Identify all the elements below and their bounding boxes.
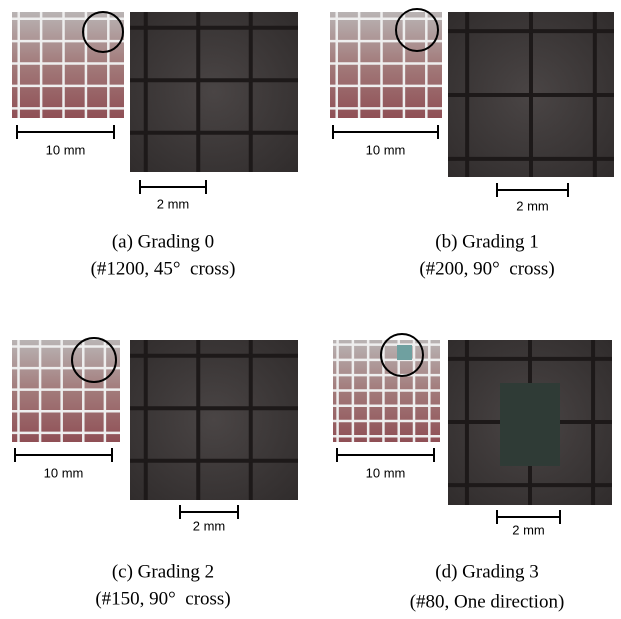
scale-label: 2 mm	[516, 198, 549, 213]
zoom-photo-bg	[130, 340, 298, 500]
scale-label: 2 mm	[193, 518, 226, 533]
zoom-photo-bg	[130, 12, 298, 172]
subcaption: (#80, One direction)	[410, 591, 565, 612]
subcaption: (#200, 90° cross)	[419, 258, 554, 279]
zoom-photo	[448, 12, 614, 177]
zoom-photo	[130, 340, 298, 500]
scale-label: 2 mm	[512, 522, 545, 537]
small-photo	[12, 12, 124, 118]
subcaption: (#1200, 45° cross)	[91, 258, 236, 279]
subcaption: (#150, 90° cross)	[95, 588, 230, 609]
small-photo	[12, 340, 120, 442]
figure: 10 mm 2 mm (a) Grading 0 (#1200, 45° cross)…	[0, 0, 621, 619]
caption: (b) Grading 1	[435, 231, 538, 252]
scale-label: 10 mm	[366, 465, 406, 480]
scale-label: 10 mm	[44, 465, 84, 480]
zoom-photo	[130, 12, 298, 172]
delaminated-square	[500, 383, 560, 466]
scale-label: 2 mm	[157, 196, 190, 211]
small-photo	[330, 12, 442, 118]
caption: (c) Grading 2	[112, 561, 214, 582]
caption: (a) Grading 0	[112, 231, 214, 252]
scale-label: 10 mm	[366, 142, 406, 157]
delaminated-square	[397, 345, 412, 360]
scale-label: 10 mm	[46, 142, 86, 157]
caption: (d) Grading 3	[435, 561, 538, 582]
